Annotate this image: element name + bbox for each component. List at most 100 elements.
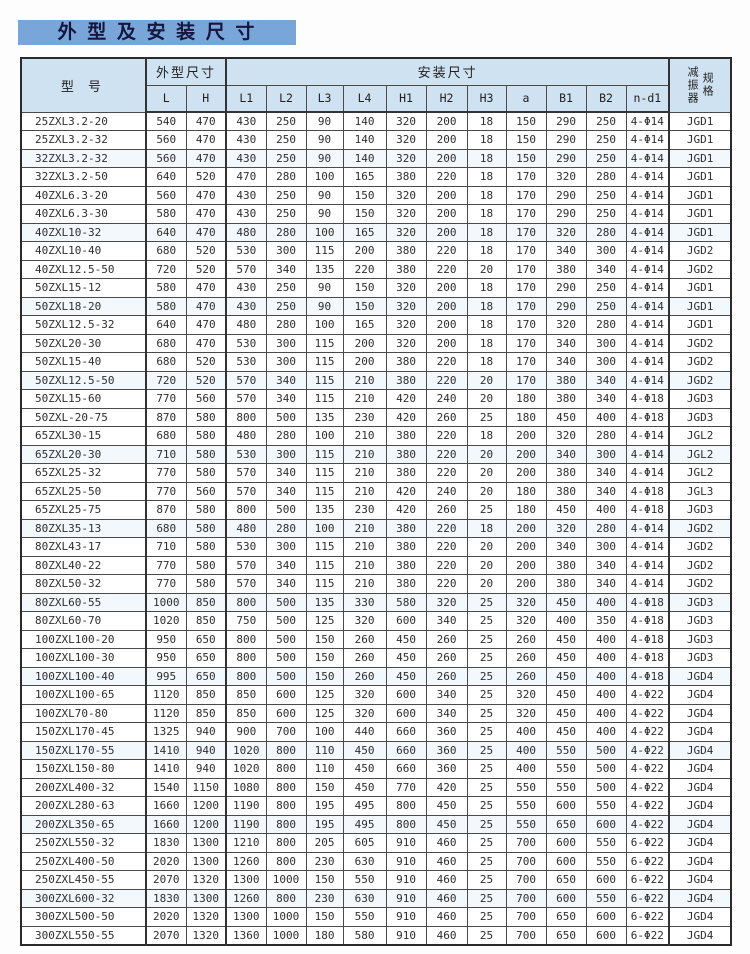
value-cell: 850 [185,592,227,612]
value-cell: JGD4 [668,666,732,686]
value-cell: 18 [466,426,507,446]
value-cell: 180 [505,389,547,409]
value-cell: 400 [585,648,627,668]
value-cell: 250 [585,296,627,316]
value-cell: 90 [305,111,344,131]
value-cell: JGD3 [668,407,732,427]
value-cell: 320 [505,685,547,705]
value-cell: 115 [305,352,344,372]
value-cell: 1000 [145,592,187,612]
table-row: 150ZXL150-80 1410 940 1020 800 110 450 660 360 25… [20,759,732,779]
value-cell: 1300 [185,851,227,871]
value-cell: 470 [185,333,227,353]
value-cell: 230 [305,888,344,908]
value-cell: 25 [466,500,507,520]
value-cell: 700 [505,907,547,927]
value-cell: 605 [342,833,387,853]
value-cell: 220 [425,352,468,372]
value-cell: JGD4 [668,851,732,871]
value-cell: 320 [342,611,387,631]
value-cell: 4-Φ18 [625,592,670,612]
model-cell: 80ZXL50-32 [20,574,147,594]
value-cell: 90 [305,130,344,150]
value-cell: 210 [342,537,387,557]
value-cell: 170 [505,278,547,298]
value-cell: 400 [505,740,547,760]
column-header-L: L [145,84,187,113]
value-cell: 2020 [145,907,187,927]
table-row: 50ZXL20-30 680 470 530 300 115 200 320 200 18 170 3… [20,333,732,353]
value-cell: JGD3 [668,389,732,409]
value-cell: 180 [505,407,547,427]
value-cell: 380 [385,259,427,279]
value-cell: 300 [265,444,307,464]
value-cell: 200 [505,463,547,483]
value-cell: 450 [545,666,587,686]
value-cell: JGD2 [668,518,732,538]
value-cell: 150 [342,204,387,224]
value-cell: 20 [466,444,507,464]
damper-header-wrap: 减振器 规格 [671,66,730,105]
value-cell: 220 [425,426,468,446]
value-cell: 500 [265,500,307,520]
value-cell: 290 [545,148,587,168]
value-cell: 580 [185,555,227,575]
value-cell: 450 [385,648,427,668]
value-cell: 1190 [225,814,267,834]
value-cell: 480 [225,222,267,242]
value-cell: 320 [545,426,587,446]
value-cell: 800 [225,629,267,649]
value-cell: JGD4 [668,796,732,816]
value-cell: JGD1 [668,296,732,316]
value-cell: 260 [342,629,387,649]
value-cell: JGD4 [668,685,732,705]
value-cell: 500 [585,777,627,797]
value-cell: 200 [425,333,468,353]
value-cell: 470 [225,167,267,187]
value-cell: 320 [545,222,587,242]
value-cell: 4-Φ22 [625,703,670,723]
value-cell: 210 [342,389,387,409]
value-cell: 400 [585,629,627,649]
table-row: 65ZXL25-32 770 580 570 340 115 210 380 220 20 200 3… [20,463,732,483]
value-cell: 170 [505,296,547,316]
value-cell: 995 [145,666,187,686]
value-cell: 460 [425,833,468,853]
value-cell: 220 [425,241,468,261]
model-cell: 65ZXL25-50 [20,481,147,501]
value-cell: 720 [145,259,187,279]
value-cell: 25 [466,870,507,890]
column-header-B1: B1 [545,84,587,113]
value-cell: 340 [265,259,307,279]
value-cell: 250 [585,185,627,205]
value-cell: 165 [342,222,387,242]
value-cell: 800 [265,759,307,779]
value-cell: 200 [425,278,468,298]
value-cell: 170 [505,204,547,224]
value-cell: 320 [385,130,427,150]
value-cell: 290 [545,130,587,150]
value-cell: 210 [342,481,387,501]
value-cell: 550 [545,740,587,760]
value-cell: 430 [225,130,267,150]
model-cell: 250ZXL450-55 [20,870,147,890]
value-cell: 480 [225,426,267,446]
model-cell: 40ZXL6.3-30 [20,204,147,224]
table-row: 32ZXL3.2-50 640 520 470 280 100 165 380 220 18 170… [20,167,732,187]
value-cell: 250 [265,185,307,205]
value-cell: 280 [585,426,627,446]
value-cell: 600 [545,796,587,816]
value-cell: 18 [466,296,507,316]
value-cell: 500 [265,592,307,612]
value-cell: 280 [265,167,307,187]
value-cell: 100 [305,426,344,446]
value-cell: 220 [342,259,387,279]
model-cell: 300ZXL500-50 [20,907,147,927]
model-cell: 250ZXL550-32 [20,833,147,853]
value-cell: 280 [585,315,627,335]
value-cell: 460 [425,870,468,890]
value-cell: JGD4 [668,777,732,797]
value-cell: 240 [425,481,468,501]
value-cell: 4-Φ18 [625,629,670,649]
value-cell: 20 [466,537,507,557]
